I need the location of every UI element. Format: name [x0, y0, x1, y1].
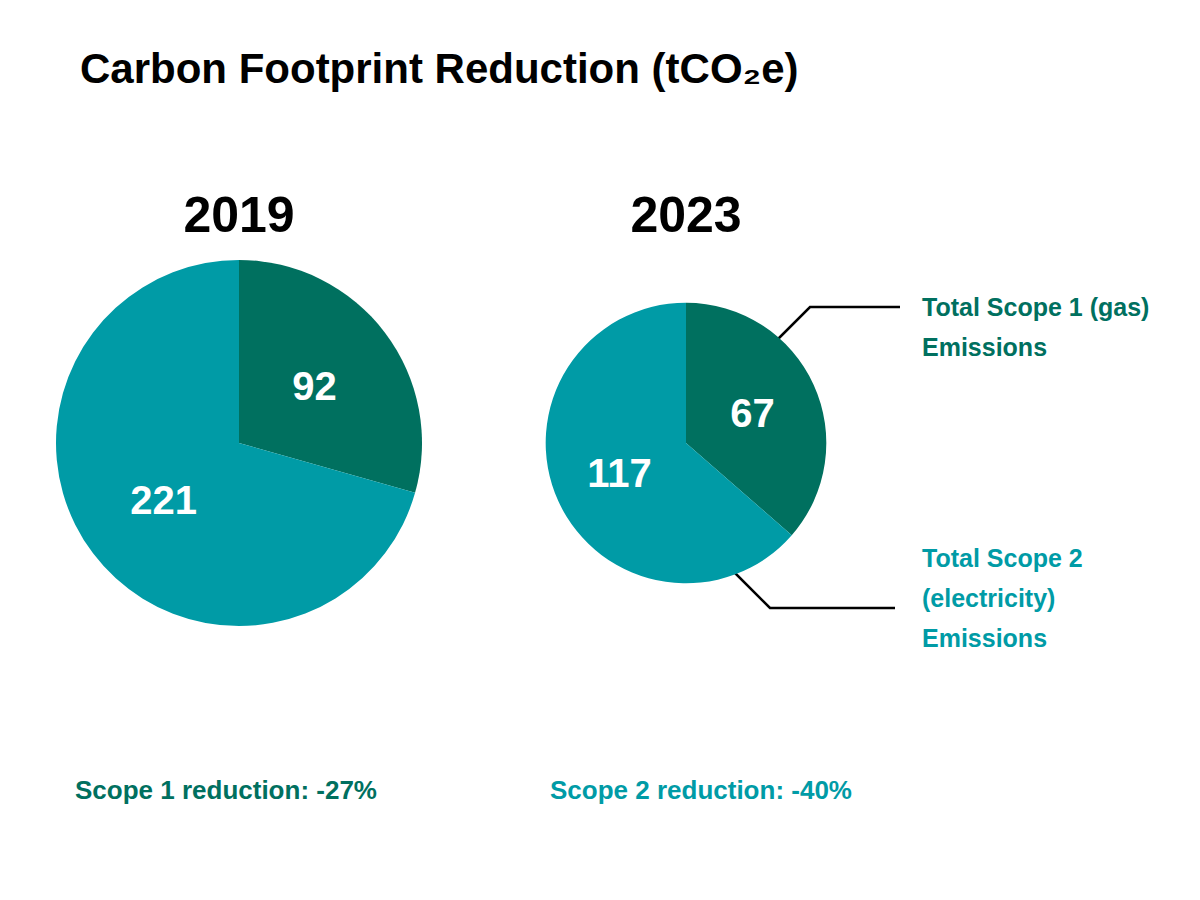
svg-text:Scope 2 reduction: -40%: Scope 2 reduction: -40%	[550, 775, 852, 805]
svg-text:2019: 2019	[183, 187, 294, 243]
svg-text:Carbon Footprint Reduction (tC: Carbon Footprint Reduction (tCO₂e)	[80, 45, 799, 92]
svg-text:67: 67	[730, 391, 775, 435]
svg-text:221: 221	[130, 478, 197, 522]
svg-text:2023: 2023	[630, 187, 741, 243]
svg-text:Scope 1 reduction: -27%: Scope 1 reduction: -27%	[75, 775, 377, 805]
svg-text:92: 92	[292, 364, 337, 408]
svg-text:117: 117	[587, 451, 652, 495]
svg-text:Total Scope 2: Total Scope 2	[922, 544, 1090, 572]
svg-text:Total Scope 1 (gas): Total Scope 1 (gas)	[922, 293, 1156, 321]
svg-text:Emissions: Emissions	[922, 624, 1047, 652]
svg-text:(electricity): (electricity)	[922, 584, 1062, 612]
svg-text:Emissions: Emissions	[922, 333, 1047, 361]
